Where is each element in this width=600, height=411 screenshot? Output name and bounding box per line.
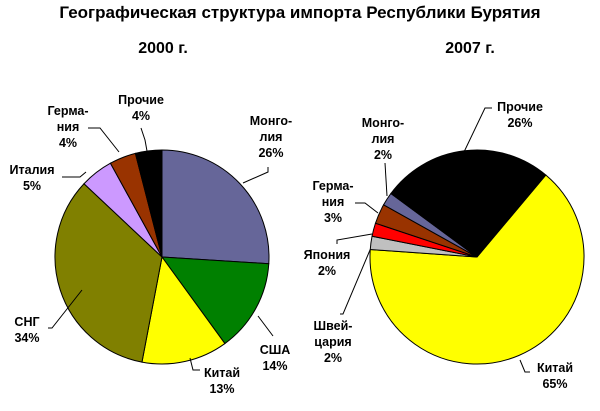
pie-slice (141, 255, 226, 365)
pie-0 (54, 149, 270, 365)
leader-line (340, 249, 371, 315)
slice-label-line: Италия (9, 163, 55, 177)
slice-label-line: 14% (262, 359, 288, 373)
slice-label-line: лия (259, 130, 283, 144)
slice-label-line: 26% (507, 116, 533, 130)
slice-label-line: 4% (131, 109, 151, 123)
leader-line (88, 127, 120, 153)
leader-line (463, 107, 492, 153)
slice-label: Прочие 4% (118, 92, 164, 124)
slice-label-line: 34% (14, 331, 40, 345)
slice-label-line: 5% (22, 179, 42, 193)
slice-label: Прочие 26% (497, 99, 543, 131)
leader-line (48, 289, 83, 329)
slice-label: Герма-ния 4% (47, 103, 88, 151)
slice-label-line: США (259, 343, 291, 357)
pie-slice (54, 183, 163, 363)
slice-label: США 14% (260, 342, 291, 374)
slice-label-line: 2% (373, 148, 393, 162)
subtitle-2007: 2007 г. (445, 40, 495, 57)
slice-label-line: лия (371, 132, 395, 146)
slice-label: СНГ 34% (14, 314, 39, 346)
chart-title: Географическая структура импорта Республ… (59, 3, 541, 22)
slice-label: Китай 13% (204, 365, 240, 397)
slice-label-line: 2% (323, 351, 343, 365)
slice-label-line: Герма- (312, 179, 354, 193)
slice-label-line: ния (321, 195, 345, 209)
slice-label-line: Прочие (118, 93, 164, 107)
leader-line (189, 357, 200, 371)
slice-label-line: Герма- (47, 104, 89, 118)
slice-label: Герма-ния 3% (312, 178, 353, 226)
leader-line (62, 171, 87, 178)
slice-label-line: 26% (258, 146, 284, 160)
slice-label-line: Монго- (249, 114, 293, 128)
slice-label: Швей-цария 2% (314, 318, 353, 366)
leader-line (242, 167, 269, 184)
subtitle-2000: 2000 г. (138, 40, 188, 57)
slice-label-line: 65% (542, 377, 568, 391)
pie-slice (134, 149, 163, 258)
slice-label: Италия 5% (10, 162, 55, 194)
slice-label-line: 3% (323, 211, 343, 225)
leader-line (355, 202, 379, 214)
pie-1 (369, 149, 585, 365)
slice-label: Монго-лия 26% (250, 113, 292, 161)
leader-lines (48, 107, 530, 373)
leader-line (140, 127, 148, 152)
leader-line (336, 233, 373, 244)
slice-label-line: 13% (209, 382, 235, 396)
pie-slice (160, 256, 270, 345)
slice-label-line: ния (56, 120, 80, 134)
slice-label: Китай 65% (537, 360, 573, 392)
leader-line (519, 359, 530, 373)
slice-label-line: Япония (303, 248, 351, 262)
slice-label: Япония 2% (304, 247, 351, 279)
slice-label-line: Прочие (497, 100, 543, 114)
slice-label-line: 2% (317, 264, 337, 278)
slice-label-line: Швей- (313, 319, 353, 333)
slice-label-line: Китай (536, 361, 574, 375)
slice-label: Монго-лия 2% (362, 115, 404, 163)
pie-slice (161, 149, 270, 265)
leader-line (384, 162, 388, 197)
pie-slice (369, 174, 585, 365)
slice-label-line: СНГ (14, 315, 40, 329)
slice-label-line: 4% (58, 136, 78, 150)
slice-label-line: цария (314, 335, 352, 349)
leader-line (257, 315, 274, 337)
slice-label-line: Монго- (361, 116, 405, 130)
slice-label-line: Китай (203, 366, 241, 380)
